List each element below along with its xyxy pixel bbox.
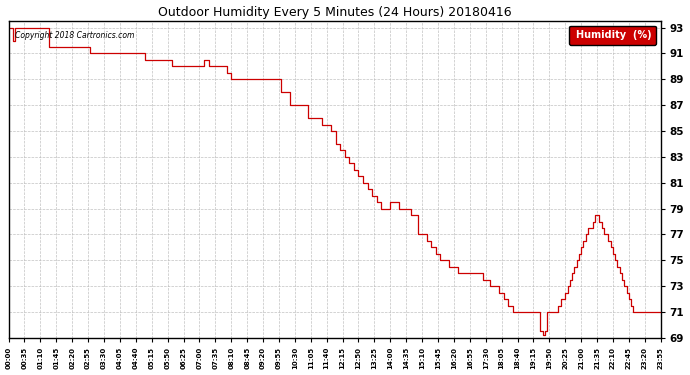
Text: Copyright 2018 Cartronics.com: Copyright 2018 Cartronics.com (15, 31, 135, 40)
Title: Outdoor Humidity Every 5 Minutes (24 Hours) 20180416: Outdoor Humidity Every 5 Minutes (24 Hou… (158, 6, 511, 18)
Legend: Humidity  (%): Humidity (%) (569, 26, 656, 45)
